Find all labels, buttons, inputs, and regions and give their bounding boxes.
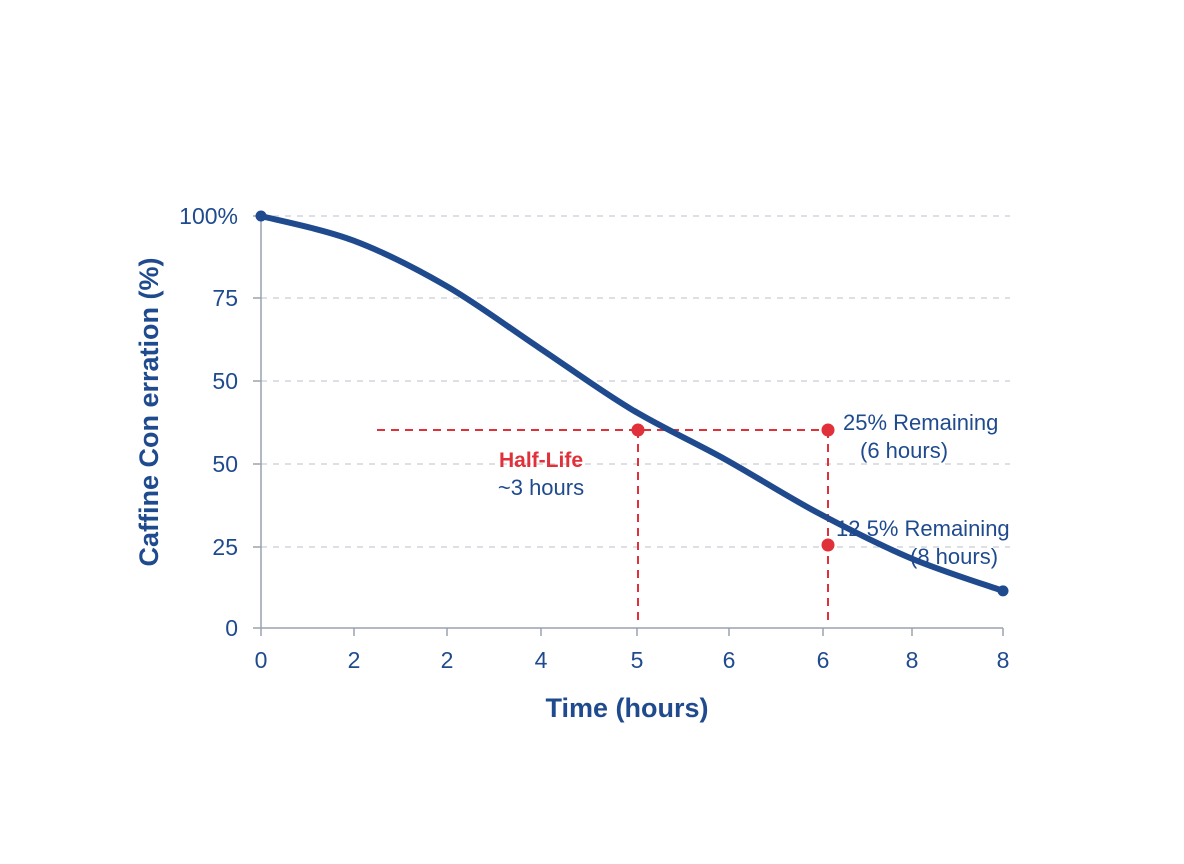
- y-tick-label: 50: [212, 368, 238, 394]
- series-line: [258, 213, 1006, 594]
- axes: [260, 216, 1003, 629]
- guide-lines: [377, 429, 829, 622]
- y-tick-label: 100%: [179, 203, 238, 229]
- x-tick-label: 8: [906, 647, 919, 673]
- remaining-12-point: [821, 538, 835, 552]
- half-life-label: Half-Life: [499, 449, 583, 472]
- y-tick-label: 0: [225, 615, 238, 641]
- y-tick-labels: 0 25 50 50 75 100%: [179, 203, 261, 641]
- x-tick-labels: 0 2 2 4 5 6 6 8 8: [255, 628, 1010, 673]
- x-axis-title: Time (hours): [545, 693, 708, 723]
- y-tick-label: 50: [212, 451, 238, 477]
- end-point: [997, 585, 1009, 597]
- remaining-25-point: [821, 423, 835, 437]
- x-tick-label: 5: [631, 647, 644, 673]
- grid-lines: [261, 215, 1010, 548]
- half-life-sublabel: ~3 hours: [498, 475, 584, 500]
- remaining-12-label: 12.5% Remaining: [836, 516, 1010, 541]
- remaining-12-sublabel: (8 hours): [910, 544, 998, 569]
- markers: [255, 210, 1009, 597]
- x-tick-label: 0: [255, 647, 268, 673]
- half-life-point: [631, 423, 645, 437]
- y-axis-title: Caffine Con erration (%): [134, 257, 164, 566]
- remaining-25-label: 25% Remaining: [843, 410, 998, 435]
- x-tick-label: 2: [348, 647, 361, 673]
- x-tick-label: 8: [997, 647, 1010, 673]
- remaining-25-sublabel: (6 hours): [860, 438, 948, 463]
- x-tick-label: 6: [817, 647, 830, 673]
- x-tick-label: 6: [723, 647, 736, 673]
- x-tick-label: 2: [441, 647, 454, 673]
- start-point: [255, 210, 267, 222]
- x-tick-label: 4: [535, 647, 548, 673]
- y-tick-label: 75: [212, 285, 238, 311]
- y-tick-label: 25: [212, 534, 238, 560]
